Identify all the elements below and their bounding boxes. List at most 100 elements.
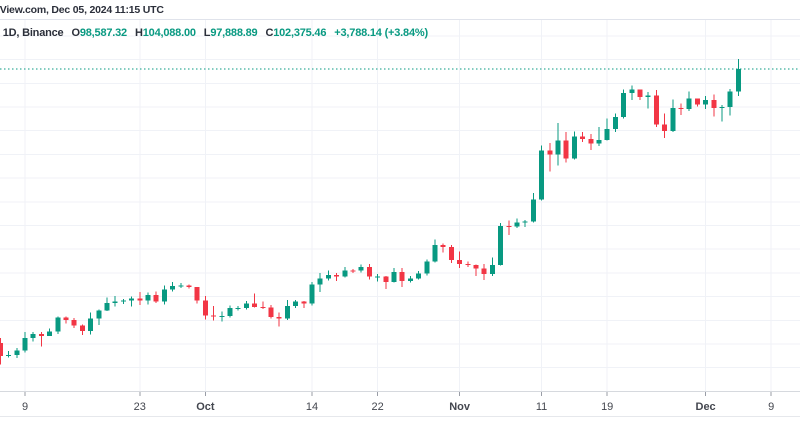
candle-body (563, 140, 569, 159)
close-label: C (265, 27, 274, 39)
candle-body (465, 264, 471, 266)
candle-body (457, 259, 463, 265)
candle-body (703, 99, 709, 105)
high-readout: H 104,088.00 (135, 26, 196, 41)
candle-body (14, 350, 20, 355)
candle-body (571, 136, 577, 159)
close-readout: C 102,375.46 (265, 26, 326, 41)
candle-body (186, 285, 192, 288)
candle-body (678, 107, 684, 110)
candle-body (30, 334, 36, 338)
candle-body (301, 301, 307, 304)
candle-body (79, 325, 85, 331)
candle-body (711, 99, 717, 108)
candle-body (47, 331, 53, 337)
candle-body (235, 307, 241, 309)
candle-body (120, 300, 126, 302)
x-axis-label: 19 (601, 401, 613, 413)
candle-body (416, 273, 422, 279)
candle-body (71, 320, 77, 326)
candle-body (621, 93, 627, 118)
candle-body (506, 226, 512, 228)
open-readout: O 98,587.32 (71, 26, 127, 41)
low-label: L (203, 27, 211, 39)
candle-body (596, 139, 602, 144)
close-value: 102,375.46 (273, 27, 327, 39)
candle-body (22, 337, 28, 351)
candle-body (293, 301, 299, 306)
candle-body (391, 271, 397, 283)
candle-body (694, 98, 700, 105)
candle-body (366, 266, 372, 277)
candle-body (522, 221, 528, 223)
candle-body (432, 244, 438, 262)
candle-body (38, 334, 44, 337)
candle-body (0, 343, 3, 357)
candle-body (498, 226, 504, 265)
watermark-text: ,View.com, Dec 05, 2024 11:15 UTC (0, 4, 164, 16)
candle-body (588, 139, 594, 144)
candle-body (473, 265, 479, 269)
candle-body (268, 307, 274, 317)
candle-body (178, 285, 184, 287)
candle-body (211, 315, 217, 317)
high-value: 104,088.00 (142, 27, 196, 39)
candle-body (514, 222, 520, 227)
candle-body (350, 270, 356, 272)
candle-body (604, 128, 610, 140)
symbol-timeframe-exchange: , 1D, Binance (0, 27, 64, 39)
candle-body (219, 315, 225, 317)
candle-body (645, 95, 651, 98)
candle-body (243, 303, 249, 308)
watermark-date: ,View.com, Dec 05, 2024 11:15 UTC (0, 2, 164, 18)
candle-body (227, 308, 233, 316)
candle-body (727, 91, 733, 108)
candle-body (63, 317, 69, 321)
open-label: O (71, 27, 80, 39)
low-readout: L 97,888.89 (204, 26, 258, 41)
candle-body (202, 300, 208, 316)
candle-body (686, 98, 692, 110)
x-axis-label: 22 (371, 401, 383, 413)
candle-body (104, 302, 110, 311)
candle-body (317, 278, 323, 285)
candle-body (88, 318, 94, 331)
change-readout: +3,788.14 (+3.84%) (334, 27, 428, 39)
x-axis-label: Nov (449, 401, 471, 413)
candle-body (170, 285, 176, 290)
x-axis-label: Dec (696, 401, 716, 413)
candle-body (375, 276, 381, 278)
candle-body (735, 69, 741, 92)
candle-body (112, 301, 118, 303)
candle-body (252, 303, 258, 308)
candle-body (448, 247, 454, 260)
candle-body (325, 275, 331, 279)
candle-body (383, 276, 389, 283)
candle-body (440, 244, 446, 248)
candle-body (309, 284, 315, 304)
candle-body (358, 266, 364, 271)
candle-body (629, 89, 635, 94)
candle-body (6, 354, 12, 357)
candle-body (653, 95, 659, 125)
candle-body (662, 124, 668, 131)
candle-body (399, 271, 405, 282)
candle-body (539, 150, 545, 200)
candle-body (612, 117, 618, 129)
candle-body (407, 278, 413, 282)
candle-body (284, 305, 290, 319)
candle-body (96, 310, 102, 319)
candle-body (489, 264, 495, 274)
x-axis-label: 14 (306, 401, 318, 413)
candle-body (145, 295, 151, 301)
open-value: 98,587.32 (79, 27, 127, 39)
candle-body (161, 289, 167, 302)
high-label: H (134, 27, 143, 39)
candle-body (194, 287, 200, 301)
x-axis-label: 11 (536, 401, 547, 413)
x-axis-label: 9 (22, 401, 28, 413)
candle-body (55, 317, 61, 332)
candle-body (137, 298, 143, 301)
